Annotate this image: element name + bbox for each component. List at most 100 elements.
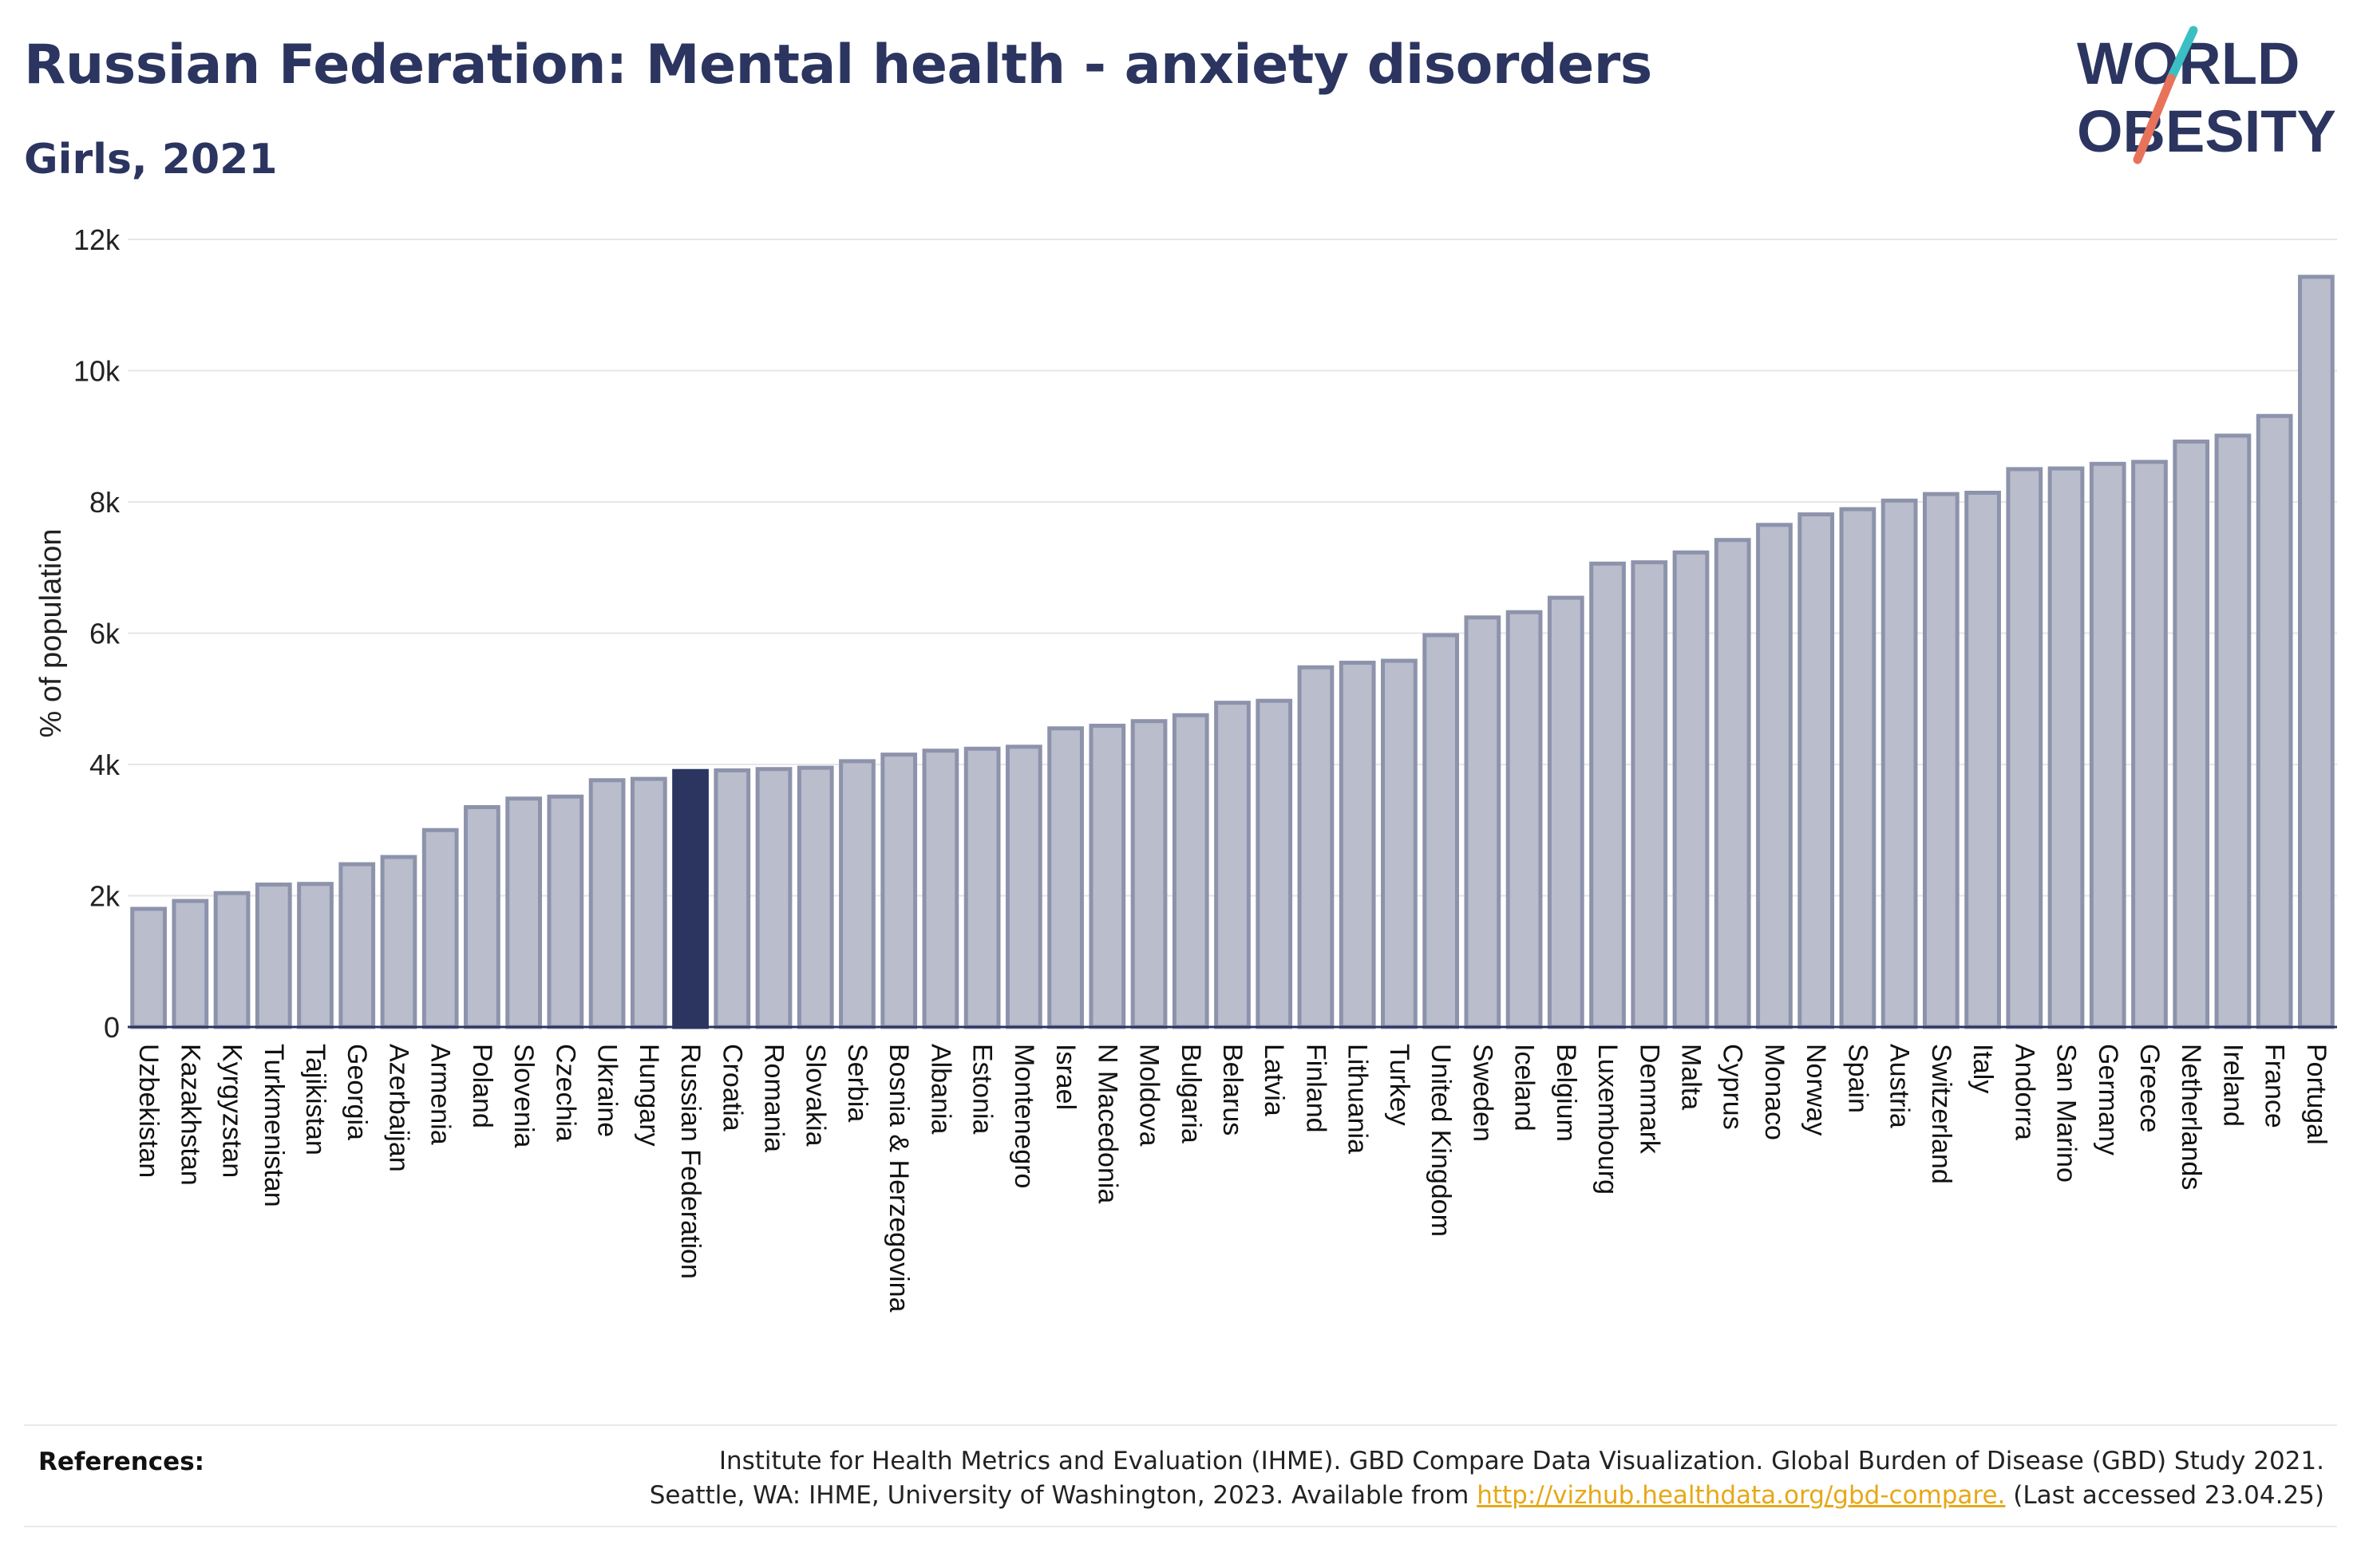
bar [338, 862, 376, 1029]
x-tick-label: United Kingdom [1426, 1044, 1456, 1237]
references-line-2-prefix: Seattle, WA: IHME, University of Washing… [649, 1481, 1469, 1510]
x-tick-label: Kazakhstan [175, 1044, 205, 1186]
bar [297, 882, 334, 1029]
references-divider-bottom [24, 1526, 2337, 1527]
bar [1172, 713, 1209, 1029]
references-line-2: Seattle, WA: IHME, University of Washing… [568, 1479, 2324, 1513]
x-tick-label: Switzerland [1926, 1044, 1956, 1184]
bar [1547, 595, 1584, 1029]
y-tick-label: 4k [89, 748, 121, 781]
x-tick-label: Poland [467, 1044, 497, 1128]
bar [672, 768, 709, 1029]
x-tick-label: Luxembourg [1592, 1044, 1623, 1195]
bar [2298, 274, 2335, 1029]
bar [2131, 460, 2168, 1029]
x-tick-label: Lithuania [1343, 1044, 1373, 1154]
bar [1797, 512, 1835, 1029]
references-divider-top [24, 1424, 2337, 1426]
x-tick-label: Hungary [634, 1044, 664, 1147]
x-tick-label: Cyprus [1718, 1044, 1748, 1130]
bar [630, 776, 667, 1029]
x-tick-label: Bosnia & Herzegovina [884, 1044, 914, 1313]
bar [2089, 461, 2126, 1029]
x-tick-label: Albania [925, 1044, 955, 1135]
x-tick-label: Germany [2093, 1044, 2123, 1155]
x-tick-label: Spain [1842, 1044, 1873, 1113]
references-label: References: [38, 1448, 205, 1476]
bar [1631, 560, 1668, 1029]
x-tick-label: Monaco [1759, 1044, 1790, 1140]
bar [1005, 745, 1042, 1029]
x-tick-label: Croatia [717, 1044, 747, 1132]
bar [2256, 413, 2293, 1029]
x-tick-label: Tajikistan [300, 1044, 330, 1155]
x-tick-label: Andorra [2009, 1044, 2039, 1140]
x-tick-label: Portugal [2301, 1044, 2331, 1145]
bar [380, 855, 417, 1029]
x-tick-label: Kyrgyzstan [217, 1044, 247, 1178]
bar [880, 752, 918, 1029]
bar [1256, 698, 1293, 1029]
bar [714, 768, 751, 1029]
bar [421, 827, 459, 1029]
y-tick-label: 8k [89, 486, 121, 519]
bar [797, 765, 834, 1029]
bar [1422, 633, 1460, 1029]
x-tick-label: Israel [1050, 1044, 1081, 1110]
x-tick-label: France [2260, 1044, 2290, 1128]
references-line-2-suffix: (Last accessed 23.04.25) [2013, 1481, 2324, 1510]
x-tick-label: Greece [2134, 1044, 2165, 1133]
bar [464, 804, 500, 1029]
x-tick-label: Belgium [1551, 1044, 1581, 1142]
bar [1964, 490, 2001, 1029]
bar [1922, 492, 1960, 1029]
bar [547, 794, 584, 1029]
chart-subtitle: Girls, 2021 [24, 136, 278, 184]
x-tick-label: Czechia [550, 1044, 580, 1142]
references-line-1: Institute for Health Metrics and Evaluat… [718, 1447, 2324, 1475]
bar [1589, 561, 1626, 1029]
bar [1089, 723, 1126, 1029]
x-tick-label: Romania [759, 1044, 789, 1152]
x-tick-label: Latvia [1259, 1044, 1289, 1116]
y-tick-label: 10k [73, 355, 121, 388]
y-axis-label: % of population [34, 529, 68, 738]
bar [1339, 661, 1376, 1029]
x-tick-label: Moldova [1134, 1044, 1165, 1147]
x-tick-label: Malta [1675, 1044, 1706, 1110]
bar [1714, 538, 1751, 1029]
x-tick-label: Russian Federation [675, 1044, 706, 1279]
x-tick-label: Armenia [425, 1044, 456, 1145]
x-tick-label: Montenegro [1009, 1044, 1039, 1188]
x-tick-label: Ukraine [592, 1044, 623, 1137]
bar [505, 796, 543, 1029]
references-link[interactable]: http://vizhub.healthdata.org/gbd-compare… [1477, 1481, 2006, 1510]
bar [1880, 498, 1918, 1029]
x-tick-label: Belarus [1217, 1044, 1248, 1136]
x-tick-label: Denmark [1634, 1044, 1664, 1155]
bar [2047, 466, 2085, 1029]
bar [255, 883, 292, 1029]
x-tick-label: Uzbekistan [133, 1044, 164, 1178]
bar [839, 759, 876, 1029]
references-text: Institute for Health Metrics and Evaluat… [568, 1444, 2324, 1513]
bar [172, 899, 209, 1029]
y-tick-label: 0 [104, 1011, 120, 1044]
bar [2006, 467, 2043, 1029]
x-tick-label: Italy [1968, 1044, 1998, 1093]
x-tick-label: San Marino [2051, 1044, 2082, 1183]
bar [1130, 719, 1168, 1029]
x-tick-label: Iceland [1509, 1044, 1540, 1132]
y-tick-label: 2k [89, 880, 121, 913]
x-tick-label: Turkmenistan [259, 1044, 289, 1207]
bar [1464, 615, 1501, 1029]
bar [1047, 726, 1084, 1029]
bar [2173, 439, 2210, 1029]
logo-slash-coral [2133, 73, 2176, 164]
bar [1214, 701, 1251, 1029]
bar [130, 906, 167, 1029]
y-tick-label: 12k [73, 223, 121, 256]
x-tick-label: Estonia [967, 1044, 998, 1134]
x-tick-label: Slovakia [801, 1044, 831, 1147]
bar [1672, 550, 1710, 1029]
